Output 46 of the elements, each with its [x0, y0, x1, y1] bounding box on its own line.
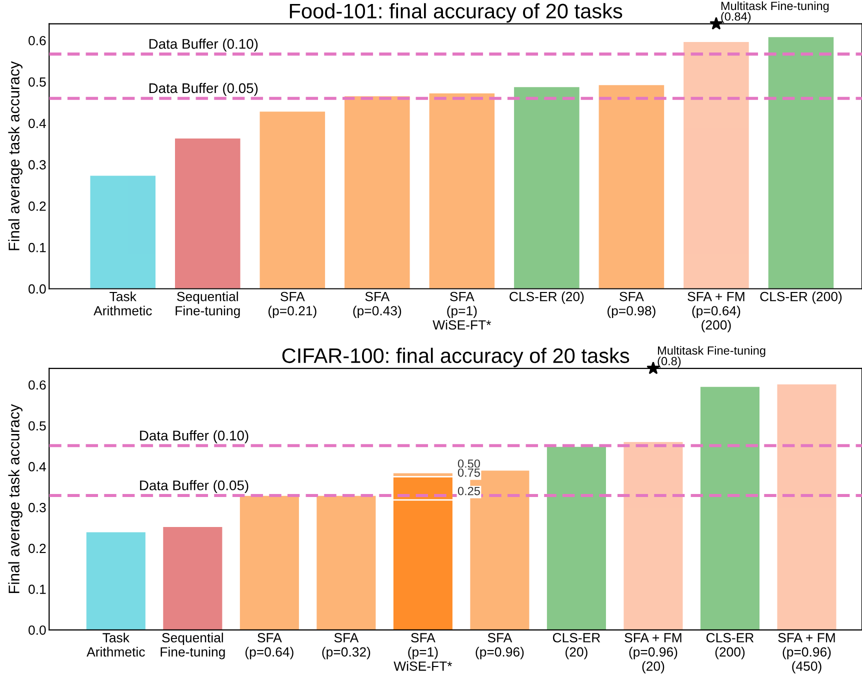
- annotation: 0.50: [458, 459, 480, 468]
- x-tick-label: SFA (p=0.32): [322, 633, 370, 660]
- y-tick-label: 0.0: [28, 625, 46, 635]
- x-tick-label: SFA (p=1) WiSE-FT*: [432, 292, 492, 330]
- y-tick-label: 0.4: [28, 118, 46, 128]
- y-tick-label: 0.5: [28, 421, 46, 431]
- y-tick-label: 0.6: [28, 380, 46, 390]
- y-tick-label: 0.6: [28, 36, 46, 46]
- y-axis-title: Final average task accuracy: [8, 404, 22, 594]
- ref-line-label: Data Buffer (0.05): [149, 82, 258, 96]
- x-tick-label: Task Arithmetic: [94, 292, 152, 316]
- y-tick-label: 0.4: [28, 462, 46, 472]
- x-tick-label: CLS-ER (20): [510, 292, 584, 304]
- ref-line-label: Data Buffer (0.10): [140, 430, 248, 444]
- x-tick-label: CLS-ER (200): [706, 633, 754, 660]
- y-tick-label: 0.1: [28, 584, 46, 594]
- x-tick-label: SFA (p=0.96): [476, 633, 524, 660]
- annotation: Multitask Fine-tuning (0.84): [721, 1, 829, 23]
- x-tick-label: CLS-ER (200): [760, 292, 842, 304]
- y-tick-label: 0.3: [28, 160, 46, 170]
- x-tick-label: SFA (p=0.98): [608, 292, 656, 318]
- x-tick-label: CLS-ER (20): [552, 633, 600, 660]
- x-tick-label: SFA + FM (p=0.64) (200): [688, 292, 744, 332]
- x-tick-label: SFA + FM (p=0.96) (450): [778, 633, 835, 674]
- y-tick-label: 0.2: [28, 202, 46, 211]
- x-tick-label: SFA (p=0.21): [268, 292, 316, 318]
- y-tick-label: 0.3: [28, 502, 46, 512]
- annotation: 0.75: [458, 468, 480, 477]
- annotation: 0.25: [458, 486, 480, 496]
- chart-title: Food-101: final accuracy of 20 tasks: [290, 3, 622, 23]
- y-tick-label: 0.5: [28, 77, 46, 87]
- x-tick-label: SFA (p=1) WiSE-FT*: [394, 633, 452, 671]
- x-tick-label: SFA + FM (p=0.96) (20): [624, 633, 682, 674]
- x-tick-label: SFA (p=0.43): [353, 292, 402, 318]
- y-tick-label: 0.0: [28, 284, 46, 294]
- annotation: Multitask Fine-tuning (0.8): [658, 346, 766, 368]
- x-tick-label: SFA (p=0.64): [245, 633, 294, 660]
- x-tick-label: Sequential Fine-tuning: [160, 632, 225, 660]
- y-tick-label: 0.1: [28, 242, 46, 252]
- ref-line-label: Data Buffer (0.10): [149, 38, 258, 52]
- y-axis-title: Final average task accuracy: [8, 61, 22, 250]
- x-tick-label: Sequential Fine-tuning: [176, 292, 240, 318]
- chart-title: CIFAR-100: final accuracy of 20 tasks: [282, 348, 630, 368]
- y-tick-label: 0.2: [28, 544, 46, 554]
- x-tick-label: Task Arithmetic: [86, 632, 145, 657]
- ref-line-label: Data Buffer (0.05): [140, 480, 248, 494]
